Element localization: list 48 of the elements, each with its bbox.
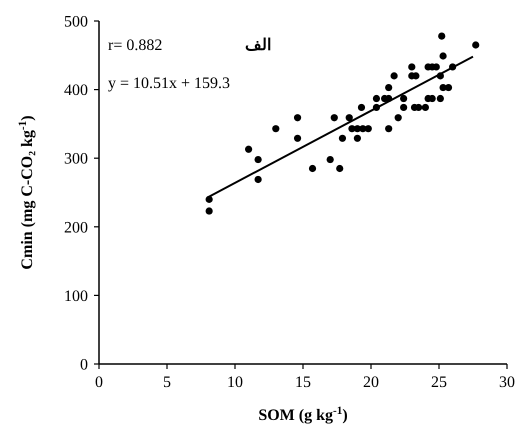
point bbox=[346, 114, 353, 122]
point bbox=[354, 134, 361, 142]
x-tick-label: 10 bbox=[227, 374, 243, 391]
text: الف bbox=[245, 37, 271, 54]
y-tick-label: 400 bbox=[64, 82, 88, 100]
point bbox=[254, 156, 262, 164]
point bbox=[308, 164, 316, 172]
point bbox=[254, 176, 262, 184]
point bbox=[385, 125, 392, 132]
annotation: r= 0.882 bbox=[108, 37, 162, 54]
point bbox=[400, 94, 408, 102]
point bbox=[206, 207, 213, 215]
point bbox=[372, 94, 380, 102]
point bbox=[422, 104, 429, 112]
x-tick-label: 30 bbox=[499, 374, 515, 391]
point bbox=[294, 134, 302, 142]
x-tick-label: 5 bbox=[163, 374, 171, 391]
point bbox=[436, 94, 444, 102]
point bbox=[206, 196, 213, 203]
point bbox=[364, 125, 372, 132]
y-tick-label: 300 bbox=[64, 150, 88, 168]
point bbox=[326, 156, 334, 164]
point bbox=[439, 52, 447, 60]
point bbox=[390, 72, 398, 80]
point bbox=[400, 104, 408, 112]
point bbox=[358, 104, 366, 112]
x-tick-label: 20 bbox=[363, 374, 379, 391]
point bbox=[245, 146, 252, 153]
point bbox=[294, 114, 302, 122]
point bbox=[444, 84, 452, 92]
y-tick-label: 500 bbox=[64, 14, 88, 30]
point bbox=[336, 164, 344, 172]
point bbox=[472, 41, 480, 49]
x-tick-label: 15 bbox=[295, 374, 311, 391]
y-tick-label: 200 bbox=[64, 219, 88, 236]
point bbox=[330, 114, 338, 122]
point bbox=[408, 63, 416, 71]
x-tick-label: 0 bbox=[95, 374, 103, 391]
point bbox=[272, 125, 280, 132]
point bbox=[438, 32, 446, 40]
y-tick-label: 100 bbox=[64, 288, 88, 305]
point bbox=[338, 134, 346, 142]
point bbox=[385, 84, 392, 92]
annotation: y = 10.51x + 159.3 bbox=[108, 75, 230, 92]
x-tick-label: 25 bbox=[431, 374, 447, 391]
y-tick-label: 0 bbox=[80, 356, 88, 374]
point bbox=[394, 114, 402, 122]
x-axis-title: SOM (g kg$^{-1}$) bbox=[258, 405, 348, 424]
